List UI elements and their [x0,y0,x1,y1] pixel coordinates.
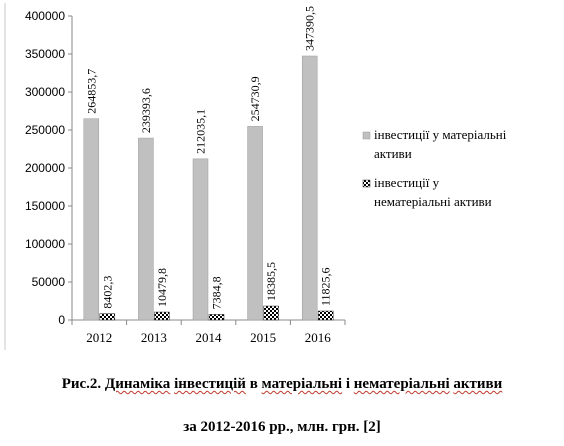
bar-intangible-investment [154,311,170,321]
data-label: 18385,5 [264,262,278,301]
y-tick-label: 100000 [25,237,65,251]
bar-chart: 0 50000 100000 150000 200000 250000 300000 3500… [4,3,507,350]
data-label: 11825,6 [319,267,333,306]
x-tick-label: 2012 [86,330,112,345]
data-label: 239393,6 [139,88,153,133]
caption-word: Динаміка [104,376,171,392]
legend-swatch [362,131,371,140]
bar-tangible-investment [138,137,154,321]
caption-word: інвестицій [174,376,246,392]
bar-tangible-investment [301,55,318,321]
data-label: 7384,8 [210,276,224,309]
data-label: 10479,8 [155,268,169,307]
figure-caption-period: за 2012-2016 рр., млн. грн. [2] [183,419,381,435]
x-tick-label: 2015 [250,330,276,345]
caption-word: матеріальні [261,376,343,392]
y-tick-label: 250000 [25,123,65,137]
bar-intangible-investment [99,313,116,321]
y-tick-label: 400000 [25,9,65,23]
data-label: 347390,5 [303,6,317,51]
bar-intangible-investment [317,310,334,321]
caption-word: і [342,376,354,392]
caption-prefix: Рис.2. [61,376,105,392]
caption-word: нематеріальні [353,376,450,392]
bar-tangible-investment [83,118,100,321]
caption-word: в [245,376,262,392]
data-label: 254730,9 [248,76,262,121]
data-label: 8402,3 [100,276,114,309]
bar-tangible-investment [192,158,209,321]
y-tick-label: 50000 [32,275,66,289]
y-tick-label: 300000 [25,85,65,99]
legend-label: інвестиції у нематеріальні активи [374,175,492,209]
x-tick-label: 2016 [305,330,332,345]
caption-word: активи [453,376,503,392]
legend-swatch [362,179,371,188]
y-tick-label: 200000 [25,161,65,175]
data-label: 212035,1 [194,109,208,154]
x-tick-label: 2014 [196,330,223,345]
bar-tangible-investment [247,126,263,321]
data-label: 264853,7 [84,69,98,114]
caption-title-text: Динаміка інвестицій в матеріальні і нема… [105,376,502,392]
y-tick-label: 150000 [25,199,65,213]
y-tick-label: 0 [58,313,65,327]
bar-intangible-investment [208,314,225,321]
x-tick-label: 2013 [141,330,167,345]
bar-intangible-investment [263,305,279,321]
figure-caption-title: Рис.2. Динаміка інвестицій в матеріальні… [0,376,564,393]
y-tick-label: 350000 [25,47,65,61]
legend-label: інвестиції у матеріальні активи [374,127,507,161]
